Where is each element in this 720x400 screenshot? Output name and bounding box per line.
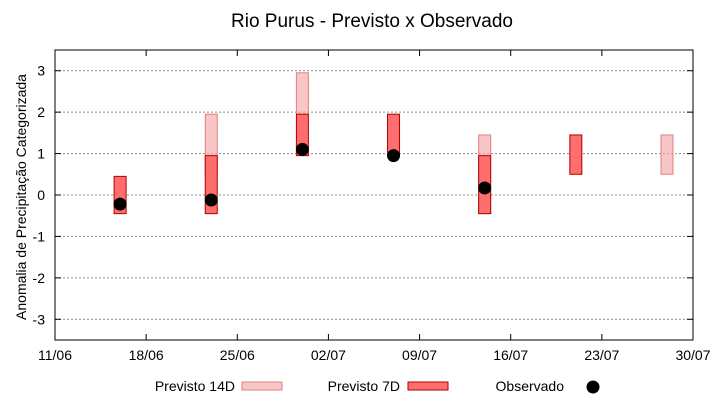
y-tick-label: 2 [37,104,45,120]
series-previsto-14d [204,72,674,215]
legend: Previsto 14D Previsto 7D Observado [155,378,600,394]
y-axis-label: Anomalia de Precipitação Categorizada [13,74,29,320]
x-tick-label: 02/07 [311,347,346,363]
bar-previsto-14d [295,72,309,115]
x-tick-label: 23/07 [584,347,619,363]
bar-previsto-7d [569,134,583,175]
legend-observado-label: Observado [496,378,565,394]
x-tick-label: 25/06 [220,347,255,363]
y-tick-label: 3 [37,63,45,79]
grid-layer [55,70,693,320]
x-tick-label: 16/07 [493,347,528,363]
point-observado [295,142,309,156]
ticks-layer: -3 -2 -1 0 1 2 3 11/06 18/06 25/06 02/07 09/07 16/07… [33,50,711,363]
point-observado [387,149,401,163]
series-observado [113,142,492,211]
legend-previsto-7d-swatch [407,381,449,391]
x-tick-label: 09/07 [402,347,437,363]
bar-previsto-14d [660,134,674,175]
point-observado [478,181,492,195]
legend-observado-swatch [586,380,600,394]
x-tick-label: 11/06 [38,347,72,363]
y-tick-label: 1 [37,146,45,162]
x-tick-label: 30/07 [675,347,710,363]
y-tick-label: -2 [33,270,46,286]
chart-title: Rio Purus - Previsto x Observado [231,11,513,32]
point-observado [113,197,127,211]
x-tick-label: 18/06 [129,347,164,363]
y-tick-label: -3 [33,311,46,327]
y-tick-label: 0 [37,187,45,203]
plot-frame [54,49,694,341]
legend-previsto-14d-swatch [241,381,283,391]
legend-previsto-7d-label: Previsto 7D [328,378,400,394]
legend-previsto-14d-label: Previsto 14D [155,378,235,394]
point-observado [204,193,218,207]
series-previsto-7d [113,113,583,215]
y-tick-label: -1 [33,228,46,244]
